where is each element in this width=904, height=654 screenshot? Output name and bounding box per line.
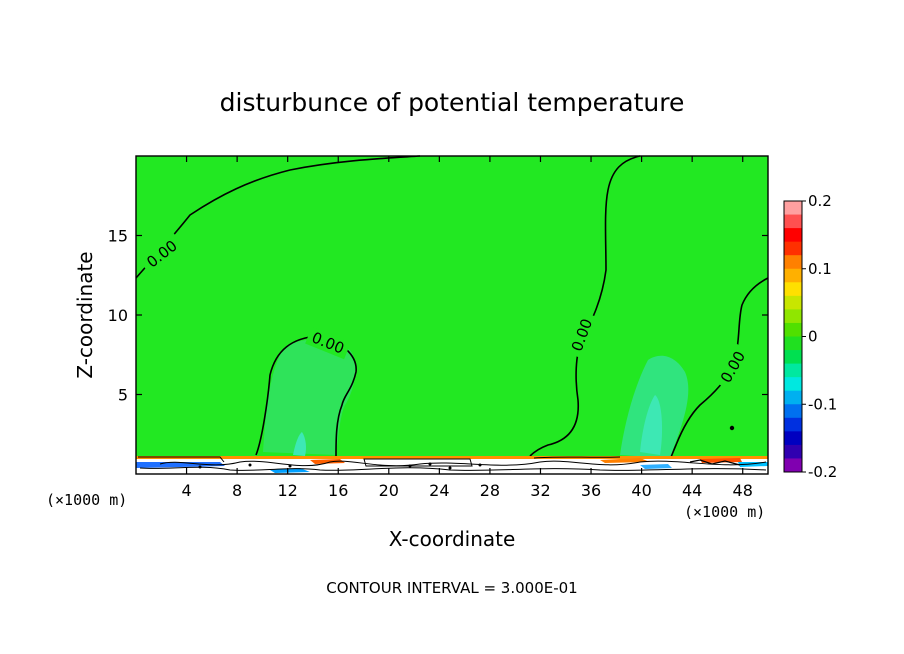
x-axis-label: X-coordinate [389,527,516,551]
x-tick-label: 36 [581,481,601,500]
x-axis-ticks: 4 8 12 16 20 24 28 32 36 40 44 48 [181,156,753,500]
colorbar-swatch [784,241,802,256]
y-tick-label: 10 [108,306,128,325]
x-tick-label: 28 [480,481,500,500]
y-tick-label: 15 [108,227,128,246]
x-tick-label: 40 [631,481,651,500]
colorbar-swatch [784,201,802,216]
y-tick-label: 5 [118,386,128,405]
y-unit-label: (×1000 m) [46,491,127,509]
x-tick-label: 24 [429,481,449,500]
colorbar-swatch [784,404,802,419]
colorbar-swatch [784,295,802,310]
colorbar-swatch [784,336,802,351]
colorbar-swatch [784,214,802,229]
x-tick-label: 44 [682,481,702,500]
colorbar-tick-label: -0.1 [808,395,837,413]
surface-layer [136,456,768,474]
colorbar-swatch [784,322,802,337]
colorbar-swatch [784,444,802,459]
colorbar-tick-label: -0.2 [808,463,837,481]
x-unit-label: (×1000 m) [684,503,765,521]
x-tick-label: 12 [278,481,298,500]
x-tick-label: 20 [379,481,399,500]
colorbar-swatch [784,255,802,270]
colorbar-tick-label: 0.1 [808,260,832,278]
contour-line-right [670,277,769,458]
colorbar-ticks: 0.2 0.1 0 -0.1 -0.2 [802,192,837,481]
colorbar-swatch [784,431,802,446]
x-tick-label: 32 [530,481,550,500]
colorbar [783,200,803,473]
x-tick-label: 4 [181,481,191,500]
colorbar-swatch [784,350,802,365]
y-axis-ticks: 5 10 15 [108,227,768,405]
x-tick-label: 16 [328,481,348,500]
chart-title: disturbunce of potential temperature [220,88,685,117]
colorbar-swatch [784,282,802,297]
cyan-patch [640,395,663,455]
colorbar-swatch [784,377,802,392]
colorbar-swatch [784,228,802,243]
colorbar-swatch [784,458,802,473]
colorbar-swatch [784,268,802,283]
x-tick-label: 48 [733,481,753,500]
colorbar-swatch [784,390,802,405]
x-tick-label: 8 [232,481,242,500]
plot-area: 0.00 0.00 0.00 0.00 [135,155,769,475]
cyan-patch-small [293,432,306,456]
colorbar-swatch [784,309,802,324]
colorbar-tick-label: 0.2 [808,192,832,210]
colorbar-tick-label: 0 [808,328,818,346]
contour-dot [729,425,735,431]
contour-interval-note: CONTOUR INTERVAL = 3.000E-01 [326,579,577,597]
y-axis-label: Z-coordinate [73,251,97,378]
weak-negative-patch-left [263,339,356,455]
colorbar-swatch [784,417,802,432]
colorbar-swatch [784,363,802,378]
